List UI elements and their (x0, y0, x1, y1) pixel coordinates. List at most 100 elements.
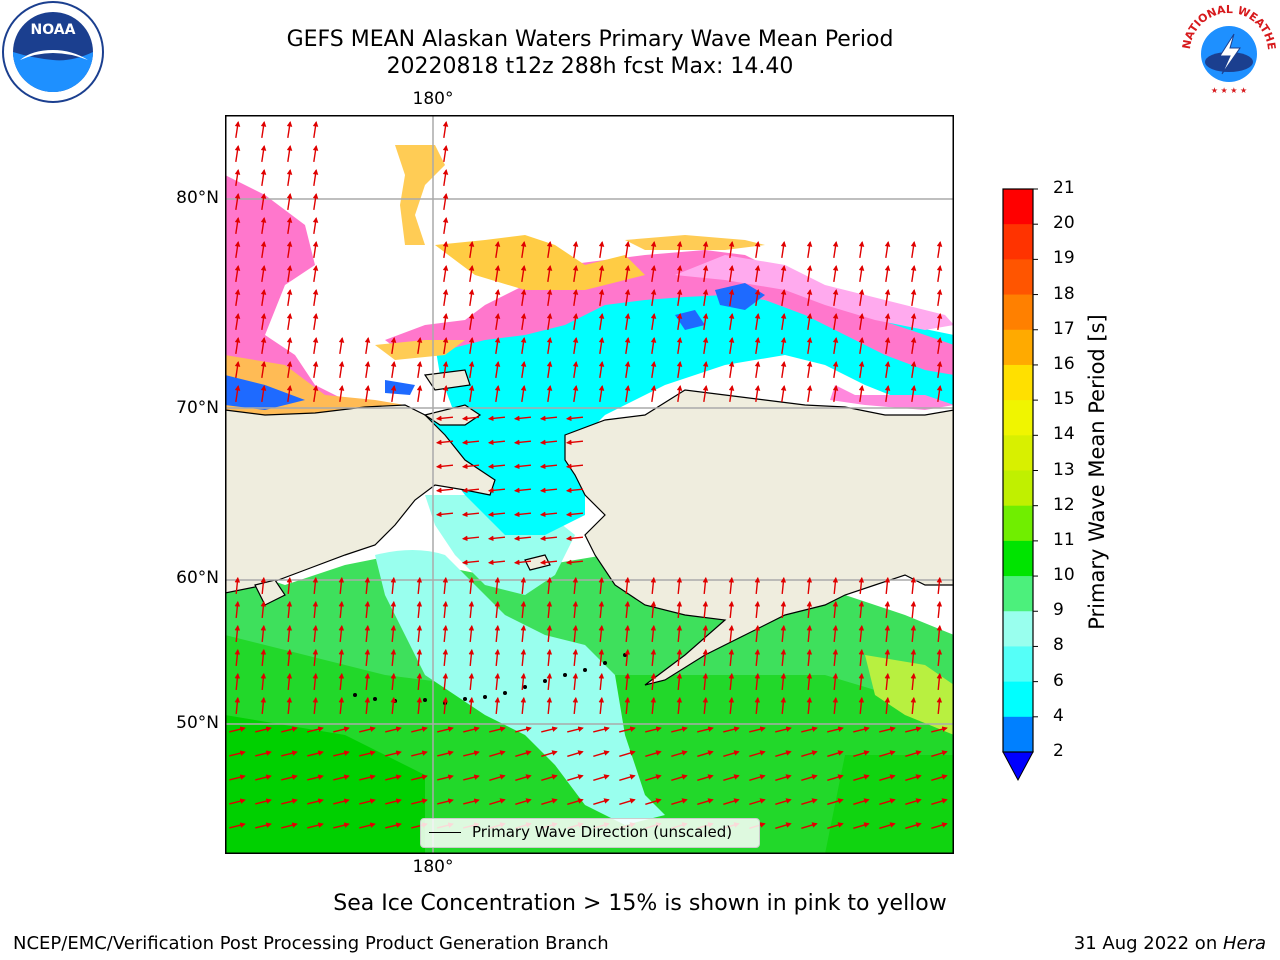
wave-arrow (494, 576, 501, 595)
wave-arrow (546, 360, 553, 379)
wave-arrow (676, 264, 683, 283)
wave-arrow (806, 360, 813, 379)
wave-arrow (390, 648, 397, 667)
wave-arrow (494, 264, 501, 283)
wave-arrow (598, 696, 605, 715)
wave-arrow (437, 750, 454, 757)
wave-arrow (780, 600, 787, 619)
wave-arrow (390, 696, 397, 715)
wave-arrow (234, 240, 241, 259)
wave-arrow (832, 312, 839, 331)
wave-arrow (624, 672, 631, 691)
colorbar-tick-label: 8 (1053, 635, 1064, 656)
wave-arrow (442, 360, 449, 379)
wave-arrow (884, 264, 891, 283)
sea-ice-note: Sea Ice Concentration > 15% is shown in … (333, 891, 947, 916)
wave-arrow (338, 360, 345, 379)
wave-arrow (624, 312, 631, 331)
wave-arrow (260, 144, 267, 163)
wave-arrow (567, 726, 584, 733)
wave-arrow (364, 672, 371, 691)
wave-arrow (775, 750, 792, 757)
wave-arrow (728, 696, 735, 715)
wave-arrow (775, 822, 792, 829)
wave-arrow (312, 168, 319, 187)
wave-arrow (468, 312, 475, 331)
wave-arrow (728, 384, 735, 403)
wave-arrow (515, 750, 532, 757)
wave-arrow (515, 798, 532, 805)
wave-arrow (234, 192, 241, 211)
wave-arrow (234, 312, 241, 331)
wave-arrow (281, 822, 298, 829)
wave-arrow (468, 288, 475, 307)
wave-arrow (598, 624, 605, 643)
wave-arrow (801, 822, 818, 829)
wave-arrow (754, 576, 761, 595)
wave-arrow (650, 264, 657, 283)
wave-arrow (234, 264, 241, 283)
wave-arrow (572, 600, 579, 619)
wave-arrow (385, 822, 402, 829)
wave-arrow (468, 600, 475, 619)
wave-arrow (801, 798, 818, 805)
wave-arrow (832, 240, 839, 259)
wave-arrow (910, 624, 917, 643)
wave-arrow (312, 624, 319, 643)
wave-arrow (702, 336, 709, 355)
colorbar-segment (1003, 505, 1033, 542)
wave-arrow (806, 240, 813, 259)
wave-arrow (461, 559, 480, 566)
wave-arrow (806, 336, 813, 355)
wave-arrow (546, 264, 553, 283)
wave-arrow (286, 336, 293, 355)
wave-arrow (931, 798, 948, 805)
wave-arrow (463, 726, 480, 733)
colorbar-tick-label: 14 (1053, 424, 1075, 445)
noaa-logo-text: NOAA (31, 22, 76, 38)
wave-arrow (650, 360, 657, 379)
wave-arrow (936, 288, 943, 307)
wave-arrow (494, 648, 501, 667)
wave-arrow (780, 672, 787, 691)
wave-arrow (676, 576, 683, 595)
wave-arrow (229, 750, 246, 757)
wave-arrow (520, 624, 527, 643)
wave-arrow (884, 672, 891, 691)
colorbar-tick-label: 17 (1053, 318, 1075, 339)
wave-arrow (598, 576, 605, 595)
wave-arrow (234, 576, 241, 595)
wave-arrow (671, 750, 688, 757)
wave-arrow (390, 360, 397, 379)
noaa-logo-icon: NOAA (2, 1, 104, 103)
wave-arrow (832, 288, 839, 307)
wave-arrow (411, 726, 428, 733)
wave-arrow (442, 384, 449, 403)
latitude-label-80n: 80°N (176, 188, 219, 208)
wave-arrow (910, 576, 917, 595)
wave-arrow (598, 336, 605, 355)
wave-arrow (702, 288, 709, 307)
wave-arrow (437, 774, 454, 781)
wave-arrow (567, 798, 584, 805)
wave-arrow (468, 336, 475, 355)
wave-arrow (702, 312, 709, 331)
wave-arrow (565, 463, 584, 470)
wave-arrow (494, 624, 501, 643)
wave-arrow (598, 672, 605, 691)
wave-arrow (598, 288, 605, 307)
wave-arrow (541, 798, 558, 805)
wave-arrow (539, 415, 558, 422)
wave-arrow (645, 750, 662, 757)
wave-arrow (255, 822, 272, 829)
wave-arrow (539, 511, 558, 518)
wave-arrow (260, 360, 267, 379)
wave-arrow (442, 168, 449, 187)
wave-arrow (650, 576, 657, 595)
wave-arrow (260, 600, 267, 619)
wave-arrow (286, 672, 293, 691)
wave-arrow (624, 336, 631, 355)
wave-arrow (624, 240, 631, 259)
wave-arrow (541, 726, 558, 733)
wave-arrow (598, 360, 605, 379)
